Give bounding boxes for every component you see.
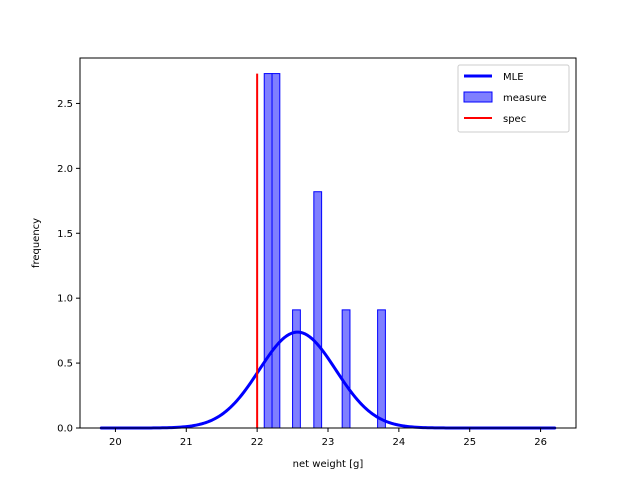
legend-label-spec: spec — [503, 114, 526, 125]
histogram-bar-1 — [263, 73, 273, 429]
histogram-bar-5 — [341, 309, 351, 429]
legend-box — [457, 64, 570, 133]
y-axis-label: frequency — [31, 218, 42, 268]
histogram-bar-3 — [292, 309, 301, 429]
y-tick-label: 0.5 — [57, 359, 73, 370]
histogram-bar-4 — [313, 191, 323, 429]
histogram-bar-6 — [377, 309, 386, 429]
legend-handle-measure — [463, 91, 493, 103]
x-tick-label: 21 — [180, 437, 193, 448]
x-tick-label: 22 — [251, 437, 264, 448]
x-tick-label: 24 — [392, 437, 405, 448]
x-tick-label: 20 — [109, 437, 122, 448]
y-axis-ticks: 0.0 0.5 1.0 1.5 2.0 2.5 — [57, 99, 80, 435]
y-tick-label: 1.0 — [57, 294, 73, 305]
y-tick-label: 0.0 — [57, 424, 73, 435]
legend-label-mle: MLE — [503, 72, 524, 83]
x-tick-label: 23 — [322, 437, 335, 448]
x-tick-label: 26 — [534, 437, 547, 448]
x-axis-ticks: 20 21 22 23 24 25 26 — [109, 428, 547, 448]
y-tick-label: 2.5 — [57, 99, 73, 110]
y-tick-label: 1.5 — [57, 229, 73, 240]
y-tick-label: 2.0 — [57, 164, 73, 175]
legend-label-measure: measure — [503, 93, 547, 104]
legend: MLE measure spec — [457, 64, 570, 133]
histogram-bar-2 — [271, 73, 281, 429]
x-axis-label: net weight [g] — [293, 459, 364, 470]
x-tick-label: 25 — [463, 437, 476, 448]
